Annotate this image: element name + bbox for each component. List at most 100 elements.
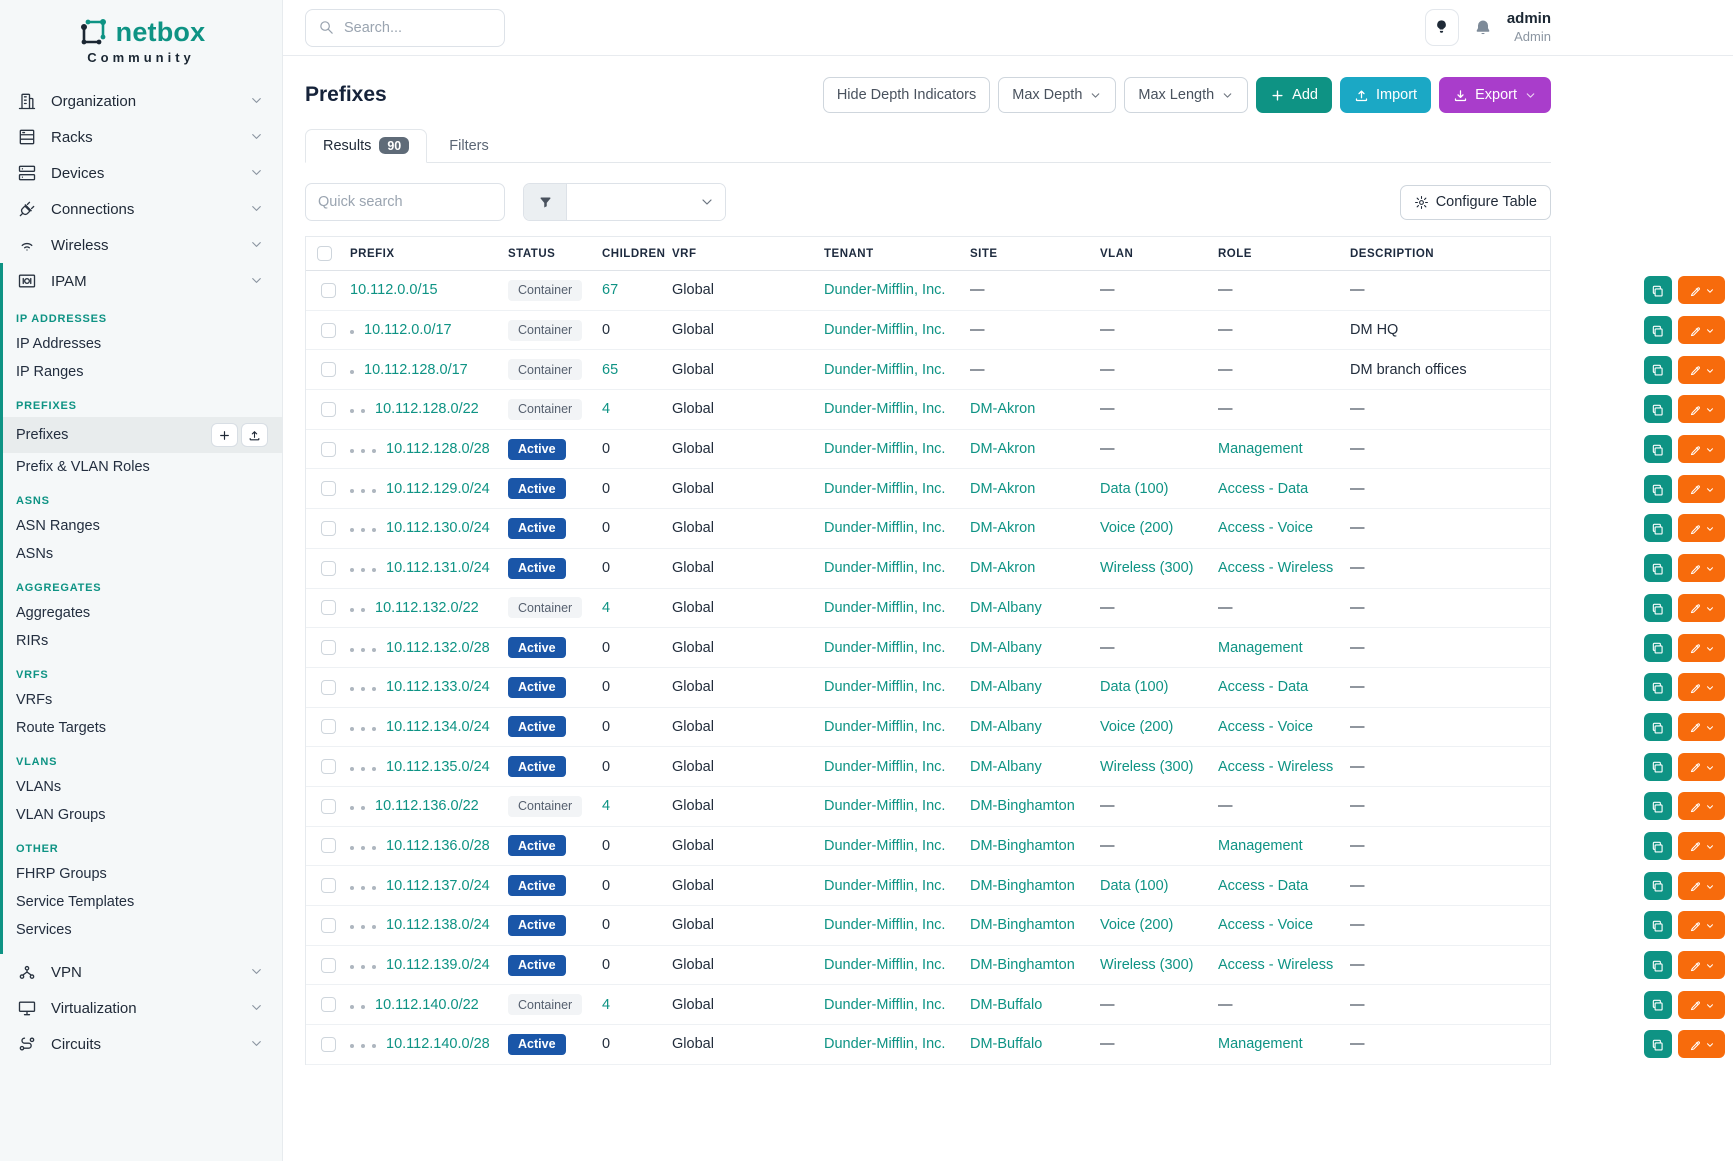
edit-button[interactable]	[1678, 831, 1725, 860]
role-link[interactable]: Access - Voice	[1218, 718, 1314, 735]
clone-button[interactable]	[1644, 951, 1672, 980]
sidebar-item-ip-addresses[interactable]: IP Addresses	[16, 336, 102, 352]
children-count-link[interactable]: 4	[602, 401, 611, 418]
sidebar-item-devices[interactable]: Devices	[0, 155, 282, 191]
role-link[interactable]: Access - Data	[1218, 480, 1309, 497]
row-checkbox[interactable]	[320, 719, 336, 735]
prefix-link[interactable]: 10.112.137.0/24	[386, 877, 490, 894]
search-input[interactable]	[344, 19, 492, 36]
tenant-link[interactable]: Dunder-Mifflin, Inc.	[824, 877, 946, 894]
sidebar-item-virtualization[interactable]: Virtualization	[0, 990, 282, 1026]
tenant-link[interactable]: Dunder-Mifflin, Inc.	[824, 599, 946, 616]
row-checkbox[interactable]	[320, 441, 336, 457]
prefix-link[interactable]: 10.112.129.0/24	[386, 480, 490, 497]
prefix-link[interactable]: 10.112.0.0/15	[350, 282, 438, 299]
tenant-link[interactable]: Dunder-Mifflin, Inc.	[824, 520, 946, 537]
site-link[interactable]: DM-Binghamton	[970, 917, 1075, 934]
add-button[interactable]: Add	[1256, 77, 1332, 113]
tenant-link[interactable]: Dunder-Mifflin, Inc.	[824, 441, 946, 458]
edit-button[interactable]	[1678, 554, 1725, 583]
role-link[interactable]: Access - Data	[1218, 679, 1309, 696]
prefix-link[interactable]: 10.112.130.0/24	[386, 520, 490, 537]
prefix-link[interactable]: 10.112.133.0/24	[386, 679, 490, 696]
notifications-bell-icon[interactable]	[1473, 18, 1493, 38]
column-header-vlan[interactable]: VLAN	[1100, 247, 1134, 260]
children-count-link[interactable]: 4	[602, 599, 611, 616]
tenant-link[interactable]: Dunder-Mifflin, Inc.	[824, 837, 946, 854]
row-checkbox[interactable]	[320, 322, 336, 338]
global-search[interactable]	[305, 8, 505, 47]
vlan-link[interactable]: Data (100)	[1100, 679, 1169, 696]
site-link[interactable]: DM-Akron	[970, 560, 1036, 577]
netbox-logo[interactable]: netbox Community	[0, 0, 282, 75]
sidebar-item-wireless[interactable]: Wireless	[0, 227, 282, 263]
column-header-role[interactable]: ROLE	[1218, 247, 1252, 260]
prefix-link[interactable]: 10.112.128.0/28	[386, 441, 490, 458]
vlan-link[interactable]: Data (100)	[1100, 877, 1169, 894]
prefix-link[interactable]: 10.112.136.0/22	[375, 798, 479, 815]
row-checkbox[interactable]	[320, 679, 336, 695]
prefix-link[interactable]: 10.112.128.0/17	[364, 361, 468, 378]
configure-table-button[interactable]: Configure Table	[1399, 184, 1551, 220]
sidebar-item-route-targets[interactable]: Route Targets	[16, 720, 107, 736]
tenant-link[interactable]: Dunder-Mifflin, Inc.	[824, 917, 946, 934]
clone-button[interactable]	[1644, 593, 1672, 622]
max-length-dropdown[interactable]: Max Length	[1124, 77, 1249, 113]
tenant-link[interactable]: Dunder-Mifflin, Inc.	[824, 282, 946, 299]
site-link[interactable]: DM-Albany	[970, 639, 1042, 656]
row-checkbox[interactable]	[320, 401, 336, 417]
prefix-link[interactable]: 10.112.136.0/28	[386, 837, 490, 854]
edit-button[interactable]	[1678, 951, 1725, 980]
clone-button[interactable]	[1644, 395, 1672, 424]
role-link[interactable]: Access - Voice	[1218, 520, 1314, 537]
sidebar-item-organization[interactable]: Organization	[0, 83, 282, 119]
site-link[interactable]: DM-Buffalo	[970, 996, 1043, 1013]
tenant-link[interactable]: Dunder-Mifflin, Inc.	[824, 639, 946, 656]
edit-button[interactable]	[1678, 514, 1725, 543]
prefix-link[interactable]: 10.112.139.0/24	[386, 957, 490, 974]
children-count-link[interactable]: 67	[602, 282, 619, 299]
site-link[interactable]: DM-Binghamton	[970, 957, 1075, 974]
site-link[interactable]: DM-Akron	[970, 480, 1036, 497]
sidebar-item-circuits[interactable]: Circuits	[0, 1026, 282, 1062]
clone-button[interactable]	[1644, 276, 1672, 305]
edit-button[interactable]	[1678, 395, 1725, 424]
vlan-link[interactable]: Voice (200)	[1100, 718, 1174, 735]
theme-toggle-button[interactable]	[1424, 9, 1459, 46]
tab-results[interactable]: Results 90	[305, 129, 428, 163]
column-header-children[interactable]: CHILDREN	[602, 247, 666, 260]
row-checkbox[interactable]	[320, 362, 336, 378]
edit-button[interactable]	[1678, 276, 1725, 305]
edit-button[interactable]	[1678, 355, 1725, 384]
vlan-link[interactable]: Data (100)	[1100, 480, 1169, 497]
edit-button[interactable]	[1678, 990, 1725, 1019]
sidebar-item-service-templates[interactable]: Service Templates	[16, 894, 135, 910]
row-checkbox[interactable]	[320, 481, 336, 497]
vlan-link[interactable]: Wireless (300)	[1100, 758, 1194, 775]
tenant-link[interactable]: Dunder-Mifflin, Inc.	[824, 798, 946, 815]
prefix-link[interactable]: 10.112.0.0/17	[364, 322, 452, 339]
role-link[interactable]: Management	[1218, 837, 1303, 854]
sidebar-item-prefix-vlan-roles[interactable]: Prefix & VLAN Roles	[16, 459, 150, 475]
site-link[interactable]: DM-Binghamton	[970, 877, 1075, 894]
tenant-link[interactable]: Dunder-Mifflin, Inc.	[824, 361, 946, 378]
row-checkbox[interactable]	[320, 600, 336, 616]
edit-button[interactable]	[1678, 871, 1725, 900]
site-link[interactable]: DM-Albany	[970, 599, 1042, 616]
row-checkbox[interactable]	[320, 878, 336, 894]
clone-button[interactable]	[1644, 990, 1672, 1019]
tenant-link[interactable]: Dunder-Mifflin, Inc.	[824, 480, 946, 497]
site-link[interactable]: DM-Akron	[970, 401, 1036, 418]
tenant-link[interactable]: Dunder-Mifflin, Inc.	[824, 679, 946, 696]
prefix-link[interactable]: 10.112.132.0/22	[375, 599, 479, 616]
clone-button[interactable]	[1644, 752, 1672, 781]
role-link[interactable]: Management	[1218, 1036, 1303, 1053]
tenant-link[interactable]: Dunder-Mifflin, Inc.	[824, 718, 946, 735]
clone-button[interactable]	[1644, 911, 1672, 940]
tenant-link[interactable]: Dunder-Mifflin, Inc.	[824, 401, 946, 418]
sidebar-item-rirs[interactable]: RIRs	[16, 633, 49, 649]
clone-button[interactable]	[1644, 673, 1672, 702]
sidebar-item-asn-ranges[interactable]: ASN Ranges	[16, 518, 100, 534]
row-checkbox[interactable]	[320, 282, 336, 298]
clone-button[interactable]	[1644, 554, 1672, 583]
